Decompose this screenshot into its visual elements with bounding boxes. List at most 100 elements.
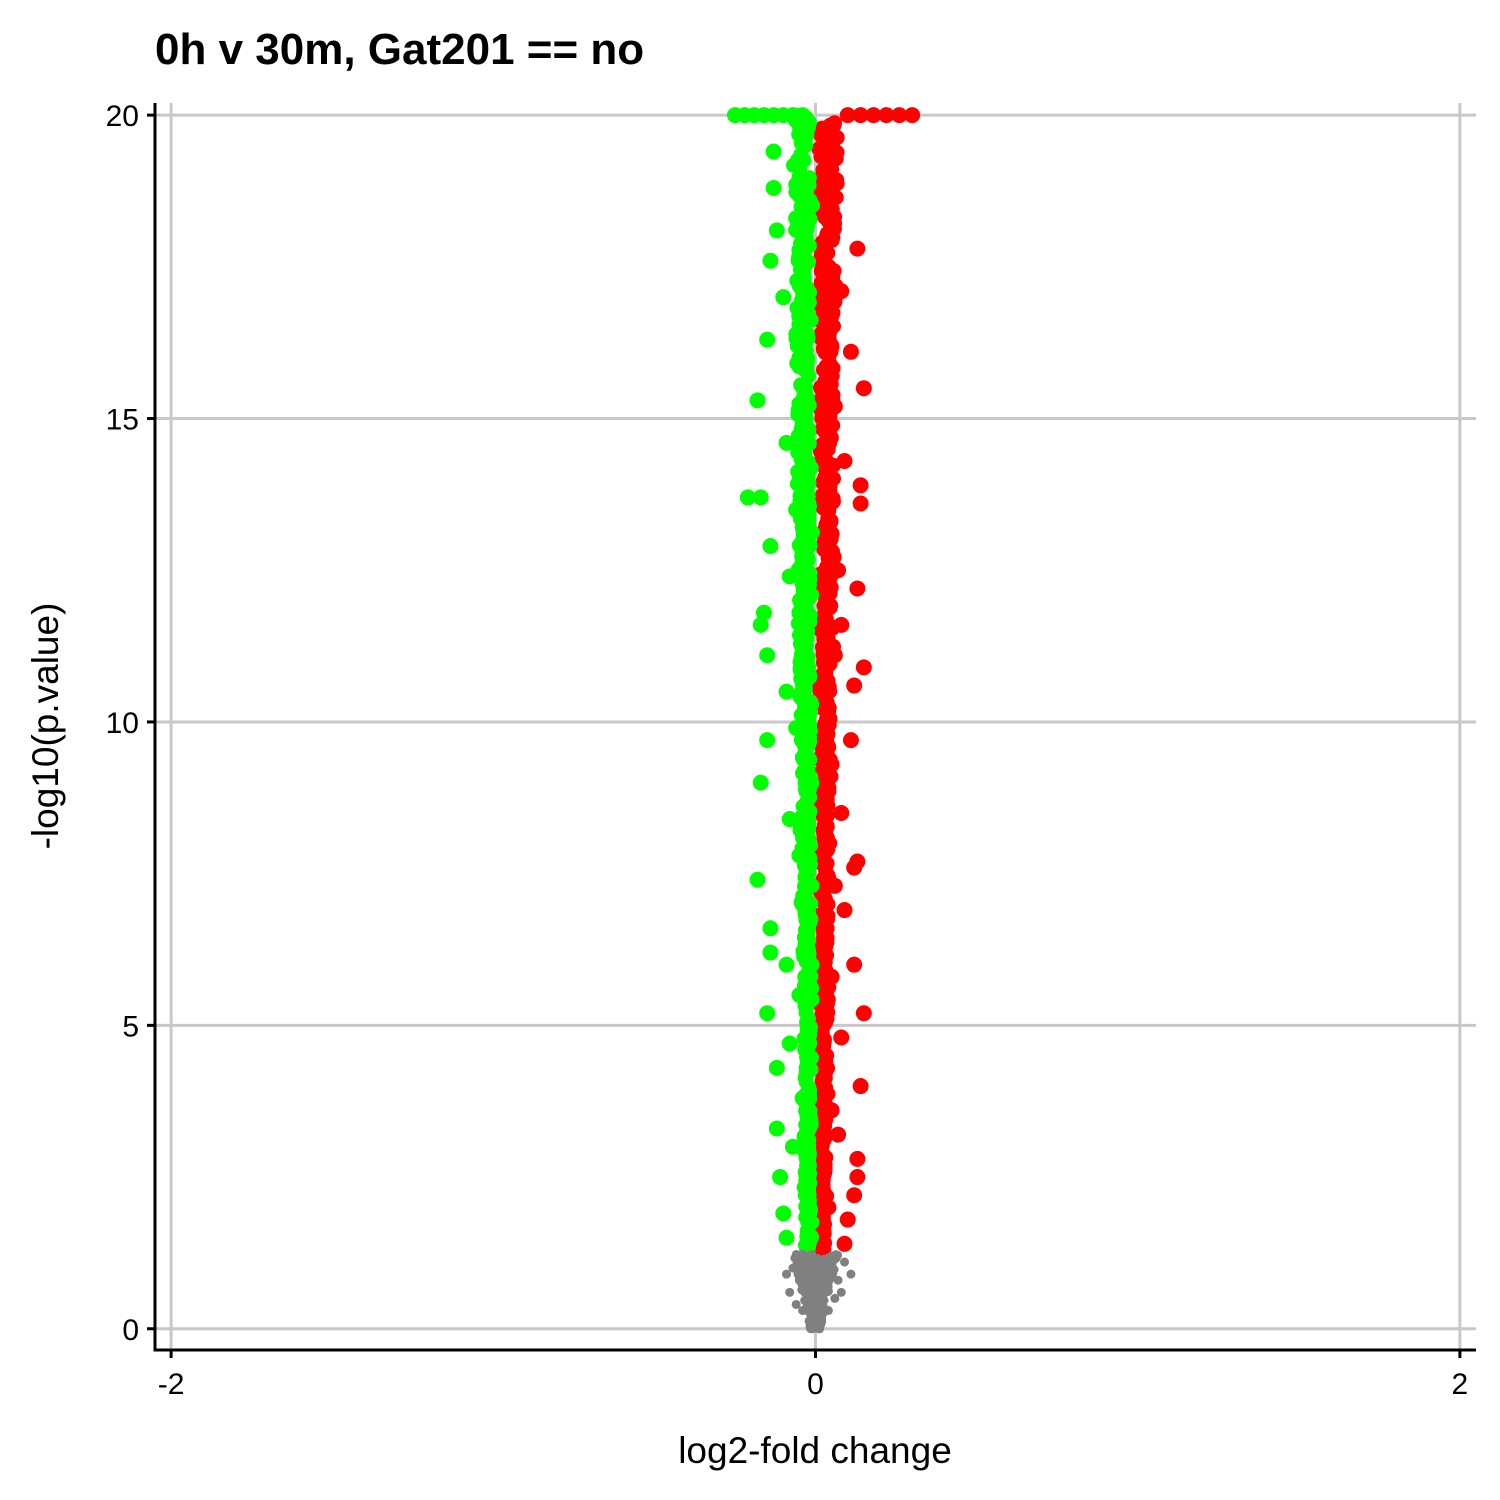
point-up bbox=[823, 547, 839, 563]
point-up bbox=[823, 1102, 840, 1119]
point-up bbox=[821, 275, 837, 291]
point-down bbox=[796, 241, 812, 257]
point-down bbox=[791, 349, 808, 366]
y-tick-label: 20 bbox=[106, 100, 139, 133]
point-down bbox=[781, 1035, 798, 1052]
point-down bbox=[796, 189, 812, 205]
point-down bbox=[796, 1031, 812, 1047]
point-not_significant bbox=[794, 1275, 804, 1285]
point-up bbox=[852, 1078, 869, 1095]
point-down bbox=[768, 1059, 785, 1076]
point-down bbox=[801, 177, 817, 193]
point-down bbox=[794, 1090, 811, 1107]
point-down bbox=[803, 694, 819, 710]
point-up bbox=[820, 428, 837, 445]
point-down bbox=[797, 410, 814, 427]
point-down bbox=[788, 210, 805, 227]
point-up bbox=[825, 222, 841, 238]
point-down bbox=[800, 487, 816, 503]
point-down bbox=[796, 448, 812, 464]
point-down bbox=[801, 436, 817, 452]
point-down bbox=[796, 626, 812, 642]
point-down bbox=[759, 732, 776, 749]
point-not_significant bbox=[827, 1251, 837, 1261]
point-down bbox=[798, 1209, 814, 1225]
series-up bbox=[810, 107, 921, 1258]
point-up bbox=[825, 360, 841, 376]
point-not_significant bbox=[788, 1263, 798, 1273]
point-not_significant bbox=[804, 1293, 814, 1303]
point-up bbox=[816, 665, 832, 681]
point-up bbox=[865, 107, 882, 124]
point-down bbox=[793, 649, 809, 665]
point-up bbox=[820, 137, 837, 154]
point-up bbox=[833, 804, 850, 821]
point-down bbox=[788, 501, 805, 518]
point-up bbox=[849, 580, 866, 597]
point-not_significant bbox=[785, 1287, 795, 1297]
point-down bbox=[759, 331, 776, 348]
point-up bbox=[855, 659, 872, 676]
point-down bbox=[781, 811, 798, 828]
point-down bbox=[800, 1222, 816, 1238]
point-not_significant bbox=[820, 1281, 830, 1291]
point-up bbox=[852, 107, 869, 124]
point-not_significant bbox=[839, 1257, 849, 1267]
point-not-significant bbox=[809, 1267, 819, 1277]
point-up bbox=[830, 1126, 847, 1143]
point-not-significant bbox=[822, 1269, 832, 1279]
point-up bbox=[826, 647, 843, 664]
point-up bbox=[814, 124, 830, 140]
point-down bbox=[802, 1233, 818, 1249]
point-up bbox=[813, 1164, 829, 1180]
point-up bbox=[842, 732, 859, 749]
point-down bbox=[768, 222, 785, 239]
point-down bbox=[788, 720, 805, 737]
point-not_significant bbox=[846, 1269, 856, 1279]
point-up bbox=[812, 681, 828, 697]
point-up bbox=[823, 525, 840, 542]
point-down bbox=[798, 1131, 814, 1147]
point-not_significant bbox=[817, 1299, 827, 1309]
point-up bbox=[820, 1199, 837, 1216]
point-down bbox=[762, 252, 779, 269]
point-down bbox=[778, 683, 795, 700]
point-down bbox=[789, 273, 805, 289]
point-down bbox=[801, 1144, 817, 1160]
point-down bbox=[801, 736, 817, 752]
point-up bbox=[852, 495, 869, 512]
point-up bbox=[839, 1211, 856, 1228]
point-not-significant bbox=[814, 1289, 824, 1299]
x-tick-label: -2 bbox=[158, 1368, 185, 1401]
point-up bbox=[823, 307, 840, 324]
point-not_significant bbox=[836, 1287, 846, 1297]
point-not_significant bbox=[833, 1275, 843, 1285]
point-down bbox=[778, 956, 795, 973]
point-up bbox=[820, 511, 836, 527]
point-down bbox=[798, 749, 814, 765]
point-up bbox=[815, 487, 831, 503]
data-points bbox=[726, 107, 921, 1334]
point-up bbox=[819, 459, 835, 475]
point-down bbox=[762, 537, 779, 554]
point-down bbox=[778, 1229, 795, 1246]
y-tick-label: 5 bbox=[122, 1010, 139, 1043]
point-down bbox=[765, 143, 782, 160]
point-down bbox=[752, 489, 769, 506]
point-up bbox=[817, 1150, 833, 1166]
point-not_significant bbox=[801, 1251, 811, 1261]
point-down bbox=[791, 847, 808, 864]
point-up bbox=[846, 1187, 863, 1204]
point-down bbox=[795, 798, 811, 814]
point-up bbox=[891, 107, 908, 124]
point-not_significant bbox=[798, 1306, 808, 1316]
point-up bbox=[820, 187, 836, 203]
point-down bbox=[791, 473, 807, 489]
point-up bbox=[849, 1150, 866, 1167]
point-down bbox=[778, 434, 795, 451]
point-up bbox=[817, 597, 833, 613]
point-up bbox=[814, 1137, 830, 1153]
point-down bbox=[792, 300, 808, 316]
point-down bbox=[765, 179, 782, 196]
